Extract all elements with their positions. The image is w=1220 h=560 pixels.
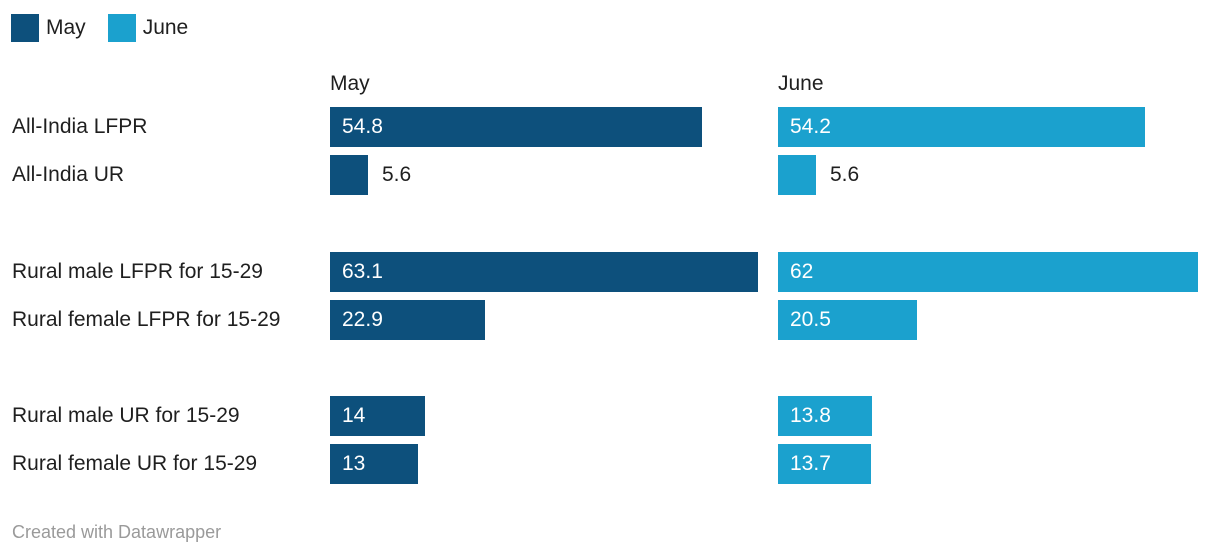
row-label-rural-male-ur: Rural male UR for 15-29 — [12, 404, 240, 427]
bar-june-rural-female-ur: 13.7 — [778, 444, 871, 484]
bar-may-rural-male-lfpr: 63.1 — [330, 252, 758, 292]
bar-may-all-india-lfpr: 54.8 — [330, 107, 702, 147]
row-label-rural-female-ur: Rural female UR for 15-29 — [12, 452, 258, 475]
datawrapper-credit-link[interactable]: Created with Datawrapper — [12, 522, 222, 542]
bar-value-label: 54.2 — [790, 115, 831, 138]
row-label-all-india-lfpr: All-India LFPR — [12, 115, 148, 138]
column-header-june: June — [778, 72, 824, 95]
legend-label-june: June — [142, 16, 189, 39]
bar-may-rural-male-ur: 14 — [330, 396, 425, 436]
bar-value-label: 13.8 — [790, 404, 831, 427]
legend: May June — [11, 14, 188, 42]
bar-june-rural-male-lfpr: 62 — [778, 252, 1198, 292]
legend-swatch-june-icon — [107, 14, 136, 42]
row-label-rural-male-lfpr: Rural male LFPR for 15-29 — [12, 260, 263, 283]
legend-item-june: June — [107, 14, 189, 42]
bar-june-rural-male-ur: 13.8 — [778, 396, 872, 436]
bar-value-label: 20.5 — [790, 308, 831, 331]
bar-value-label: 62 — [790, 260, 814, 283]
bar-june-all-india-ur: 5.6 — [778, 155, 859, 195]
bar-june-rural-female-lfpr: 20.5 — [778, 300, 917, 340]
column-header-may: May — [330, 72, 370, 95]
bar-may-rural-female-ur: 13 — [330, 444, 418, 484]
bar-value-label: 22.9 — [342, 308, 383, 331]
bar-may-rural-female-lfpr: 22.9 — [330, 300, 485, 340]
bar-value-label: 63.1 — [342, 260, 383, 283]
bar-value-label: 54.8 — [342, 115, 383, 138]
bar-june-all-india-lfpr: 54.2 — [778, 107, 1145, 147]
legend-swatch-may-icon — [11, 14, 39, 42]
bar-may-all-india-ur: 5.6 — [330, 155, 411, 195]
bar-value-label: 13.7 — [790, 452, 831, 475]
bar-value-label: 14 — [342, 404, 366, 427]
legend-label-may: May — [46, 16, 86, 39]
bar-value-label: 5.6 — [382, 163, 412, 186]
legend-item-may: May — [11, 14, 86, 42]
bar-value-label: 5.6 — [830, 163, 860, 186]
row-label-all-india-ur: All-India UR — [12, 163, 125, 186]
row-label-rural-female-lfpr: Rural female LFPR for 15-29 — [12, 308, 281, 331]
bar-value-label: 13 — [342, 452, 366, 475]
